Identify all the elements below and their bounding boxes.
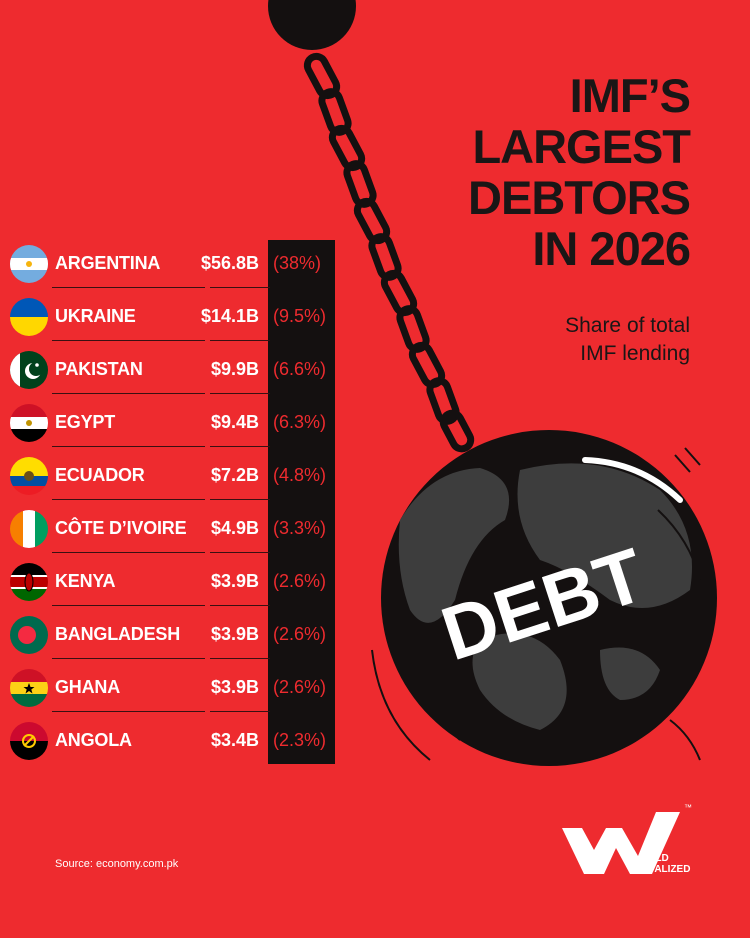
angola-flag-icon [10, 722, 48, 760]
table-row: UKRAINE $14.1B (9.5%) [10, 293, 335, 346]
table-row: GHANA $3.9B (2.6%) [10, 664, 335, 717]
row-divider [52, 552, 205, 553]
country-name: KENYA [55, 571, 116, 591]
brand-line: VISUALIZED [631, 864, 691, 875]
table-row: BANGLADESH $3.9B (2.6%) [10, 611, 335, 664]
row-divider [210, 499, 270, 500]
ball-icon [268, 0, 356, 50]
country-name: BANGLADESH [55, 624, 181, 644]
share-value: (2.6%) [273, 624, 327, 644]
row-divider [52, 605, 205, 606]
ukraine-flag-icon [10, 298, 48, 336]
table-row: CÔTE D’IVOIRE $4.9B (3.3%) [10, 505, 335, 558]
table-row: KENYA $3.9B (2.6%) [10, 558, 335, 611]
brand-line: WORLD [631, 853, 669, 864]
title-line: IN 2026 [532, 222, 691, 275]
subtitle: Share of total IMF lending [565, 312, 690, 368]
row-divider [52, 711, 205, 712]
subtitle-line: Share of total [565, 314, 690, 337]
row-divider [210, 340, 270, 341]
logo-icon: ™ [562, 803, 692, 874]
table-row: EGYPT $9.4B (6.3%) [10, 399, 335, 452]
share-value: (2.6%) [273, 571, 327, 591]
wrecking-ball-icon: DEBT [371, 430, 717, 766]
share-value: (9.5%) [273, 306, 327, 326]
country-name: UKRAINE [55, 306, 136, 326]
brand-name: WORLD VISUALIZED [631, 853, 690, 875]
row-divider [52, 499, 205, 500]
row-divider [210, 658, 270, 659]
kenya-flag-icon [10, 563, 48, 601]
amount-value: $3.9B [210, 677, 259, 697]
share-value: (2.3%) [273, 730, 327, 750]
row-divider [210, 446, 270, 447]
share-value: (38%) [273, 253, 322, 273]
egypt-flag-icon [10, 404, 48, 442]
title-line: DEBTORS [468, 171, 691, 224]
amount-value: $9.4B [210, 412, 259, 432]
row-divider [52, 340, 205, 341]
table-row: PAKISTAN $9.9B (6.6%) [10, 346, 335, 399]
country-name: CÔTE D’IVOIRE [55, 518, 187, 538]
table-row: ECUADOR $7.2B (4.8%) [10, 452, 335, 505]
cote-divoire-flag-icon [10, 510, 48, 548]
share-value: (3.3%) [273, 518, 327, 538]
title-line: IMF’S [569, 69, 691, 122]
country-name: ARGENTINA [55, 253, 161, 273]
row-divider [210, 711, 270, 712]
amount-value: $3.9B [210, 571, 259, 591]
amount-value: $4.9B [210, 518, 259, 538]
share-value: (4.8%) [273, 465, 327, 485]
row-divider [210, 605, 270, 606]
amount-value: $3.4B [210, 730, 259, 750]
row-divider [210, 287, 270, 288]
country-name: EGYPT [55, 412, 116, 432]
title-line: LARGEST [472, 120, 691, 173]
share-column-panel [268, 240, 335, 764]
row-divider [210, 552, 270, 553]
country-name: ECUADOR [55, 465, 145, 485]
argentina-flag-icon [10, 245, 48, 283]
row-divider [52, 658, 205, 659]
ecuador-flag-icon [10, 457, 48, 495]
trademark: ™ [684, 803, 692, 812]
share-value: (6.6%) [273, 359, 327, 379]
amount-value: $56.8B [200, 253, 259, 273]
table-row: ARGENTINA $56.8B (38%) [10, 240, 335, 293]
amount-value: $9.9B [210, 359, 259, 379]
source-note: Source: economy.com.pk [55, 858, 179, 870]
chain-icon [303, 52, 475, 453]
share-value: (6.3%) [273, 412, 327, 432]
amount-value: $3.9B [210, 624, 259, 644]
row-divider [52, 446, 205, 447]
ghana-flag-icon [10, 669, 48, 707]
page-title: IMF’S LARGEST DEBTORS IN 2026 [468, 69, 691, 275]
pakistan-flag-icon [10, 351, 48, 389]
subtitle-line: IMF lending [580, 342, 690, 365]
country-name: GHANA [55, 677, 120, 697]
share-value: (2.6%) [273, 677, 327, 697]
country-name: PAKISTAN [55, 359, 143, 379]
bangladesh-flag-icon [10, 616, 48, 654]
table-row: ANGOLA $3.4B (2.3%) [10, 717, 335, 770]
row-divider [210, 393, 270, 394]
amount-value: $7.2B [210, 465, 259, 485]
amount-value: $14.1B [200, 306, 259, 326]
row-divider [52, 393, 205, 394]
country-name: ANGOLA [55, 730, 132, 750]
row-divider [52, 287, 205, 288]
